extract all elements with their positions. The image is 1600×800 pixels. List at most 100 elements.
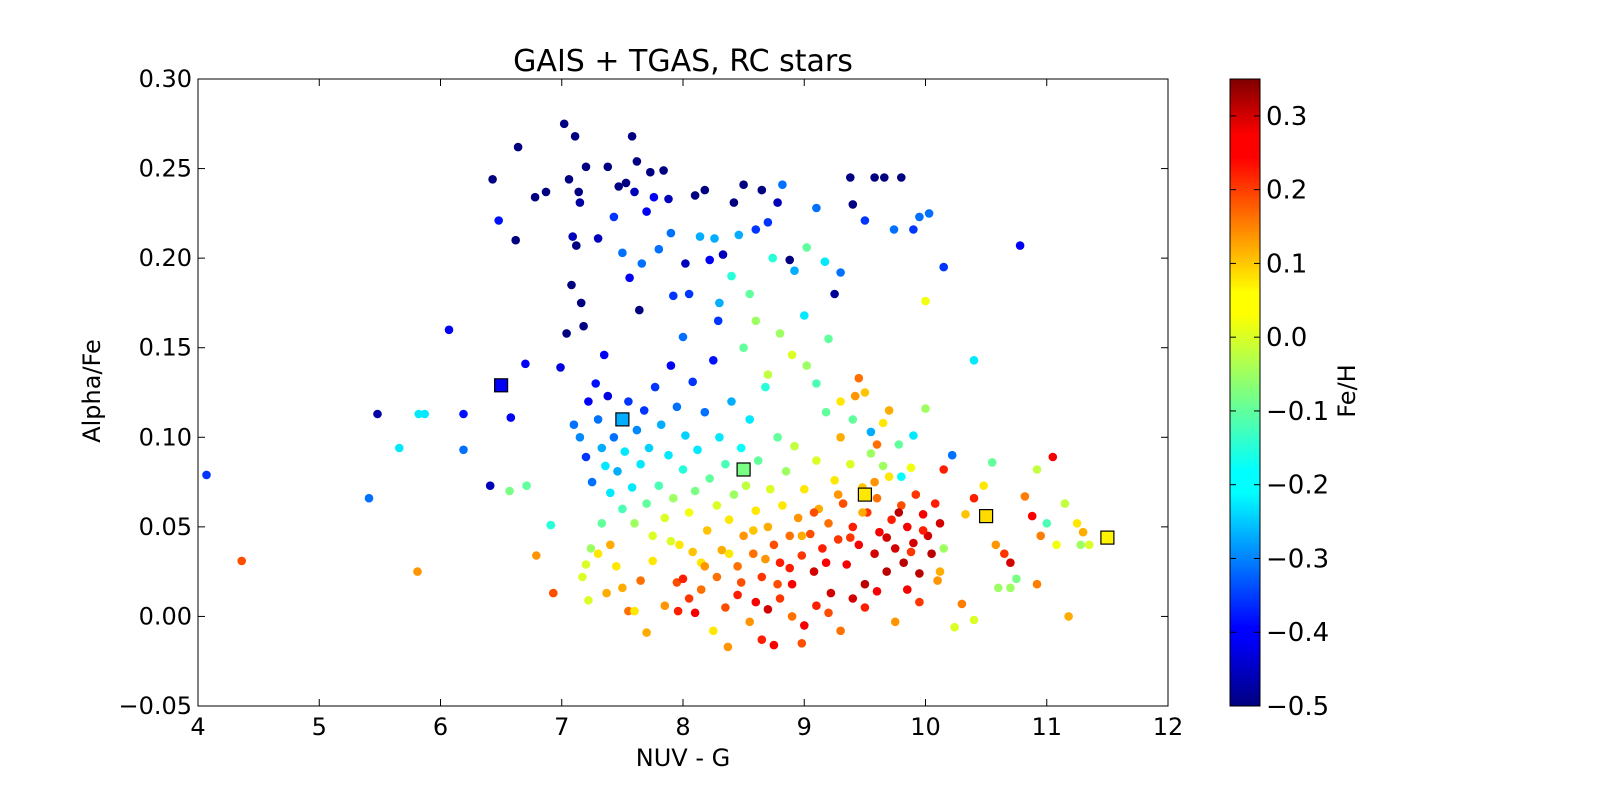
data-point [939,262,948,272]
data-point [854,540,864,550]
data-point [237,556,246,566]
data-point [1076,540,1085,550]
data-point [739,343,748,353]
data-point [649,192,659,202]
data-point [821,407,831,417]
data-point [751,506,761,515]
data-point [669,291,678,301]
data-point [991,540,1001,550]
data-point [578,572,587,582]
x-axis-ticks: 4 5 6 7 8 9 10 11 12 [190,79,1183,741]
data-point [969,615,979,625]
data-point [618,583,627,593]
data-point [1078,527,1088,537]
data-point [860,216,870,225]
data-point [597,519,607,528]
data-point [751,225,761,234]
data-point [969,493,979,503]
data-point [494,216,504,225]
data-point [485,481,495,491]
data-point [1084,540,1094,550]
data-point [739,531,748,541]
data-point [644,443,654,453]
data-point [882,533,891,542]
data-point [933,576,942,585]
colorbar-tick-label: 0.2 [1266,176,1307,206]
data-point [672,402,682,412]
data-point [624,397,633,406]
x-tick-label: 8 [675,713,690,741]
data-point [1048,452,1058,462]
data-point [745,617,754,627]
data-point [630,187,639,197]
data-point [654,244,664,254]
data-point [757,185,767,195]
data-point [618,248,627,258]
data-point [621,178,631,188]
colorbar-tick-label: 0.0 [1266,323,1307,353]
data-point [642,628,651,637]
data-point [556,363,565,372]
x-tick-label: 10 [910,713,941,741]
data-point [549,588,558,598]
data-point [848,522,858,532]
data-point [727,397,736,406]
data-point [821,558,831,567]
data-point [947,450,957,460]
data-point [675,540,684,550]
data-point [625,273,634,283]
data-point [848,594,858,603]
data-point [620,447,630,456]
data-point [778,501,787,510]
data-point [420,409,430,419]
data-point [824,519,833,528]
data-point [505,486,514,496]
data-point [858,508,867,517]
data-point [866,449,876,458]
data-point [787,612,797,621]
data-point [613,467,622,476]
data-point [833,490,843,499]
data-point [597,443,607,453]
colorbar-tick-label: −0.3 [1266,544,1329,574]
data-point [909,225,918,234]
data-point [802,361,811,370]
data-point [809,508,819,517]
data-point [413,567,422,576]
data-point [646,167,655,177]
data-point [1027,511,1037,521]
colorbar-tick-label: 0.3 [1266,102,1307,132]
binned-mean-marker [857,487,873,502]
data-point [884,472,894,482]
data-point [785,531,794,541]
colorbar-label: Fe/H [1333,364,1361,417]
data-point [624,606,633,616]
data-point [395,443,404,453]
data-point [927,549,936,558]
data-point [660,601,670,610]
data-point [935,567,945,576]
data-point [911,490,921,499]
data-point [870,173,879,182]
data-point [860,388,870,397]
data-point [684,508,694,517]
data-point [459,445,468,455]
colorbar-tick-label: −0.4 [1266,618,1329,648]
data-point [950,622,959,632]
data-point [627,483,637,492]
data-point [903,585,912,594]
data-point [1006,558,1015,567]
data-point [736,443,746,453]
data-point [712,572,722,582]
data-point [710,234,719,243]
colorbar [1229,78,1261,707]
data-point [833,535,843,544]
data-point [568,232,577,241]
data-point [790,441,799,451]
data-point [632,425,642,435]
data-point [459,409,468,419]
data-point [593,234,603,243]
colorbar-tick-label: −0.5 [1266,692,1329,722]
y-axis-ticks: −0.05 0.00 0.05 0.10 0.15 0.20 0.25 0.30 [118,65,1168,720]
y-tick-label: 0.20 [139,244,192,272]
